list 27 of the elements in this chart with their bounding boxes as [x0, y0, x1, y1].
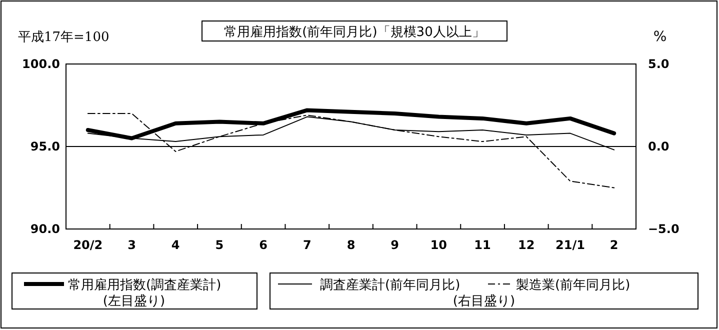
x-tick-label: 9: [390, 238, 400, 252]
chart-title: 常用雇用指数(前年同月比)「規模30人以上」: [224, 24, 485, 40]
x-tick-label: 5: [215, 238, 224, 252]
text: (左目盛り): [102, 294, 166, 309]
x-tick-label: 21/1: [556, 238, 585, 252]
x-tick-label: 11: [474, 238, 491, 252]
y-axis-title: 平成17年=100: [18, 30, 110, 45]
x-tick-label: 4: [171, 238, 180, 252]
x-tick-label: 20/2: [73, 238, 103, 252]
x-tick-label: 12: [518, 238, 535, 252]
x-tick-label: 7: [302, 238, 312, 252]
x-tick-label: 10: [430, 238, 448, 252]
legend-label: 常用雇用指数(調査産業計): [68, 277, 222, 293]
x-tick-label: 2: [610, 238, 618, 252]
y-tick-label: 100.0: [22, 57, 60, 71]
x-tick-label: 3: [128, 238, 136, 252]
y-tick-label: 95.0: [30, 140, 60, 154]
y2-tick-label: 5.0: [648, 57, 670, 71]
legend-label: 調査産業計(前年同月比): [320, 277, 460, 293]
y2-axis-title: %: [653, 29, 667, 45]
y2-tick-label: 0.0: [648, 140, 670, 154]
y2-tick-label: −5.0: [648, 222, 680, 236]
legend-label: 製造業(前年同月比): [516, 278, 630, 293]
y-tick-label: 90.0: [30, 222, 60, 236]
text: (右目盛り): [452, 294, 516, 309]
x-tick-label: 6: [259, 238, 268, 252]
x-tick-label: 8: [346, 238, 356, 252]
